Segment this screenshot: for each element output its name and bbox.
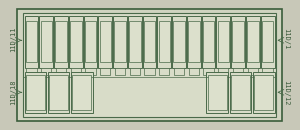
Bar (246, 16, 260, 68)
Bar (130, 68, 140, 75)
Text: 11D/1: 11D/1 (284, 28, 290, 50)
Bar (84, 16, 98, 68)
Bar (22, 13, 276, 117)
Bar (113, 16, 127, 68)
Bar (98, 16, 112, 68)
Bar (233, 68, 243, 75)
Bar (159, 68, 170, 75)
Bar (158, 16, 171, 68)
Bar (25, 72, 46, 113)
Bar (174, 68, 184, 75)
Bar (208, 75, 227, 110)
Bar (216, 16, 230, 68)
Bar (114, 21, 126, 62)
Bar (25, 16, 38, 68)
Bar (247, 21, 259, 62)
Bar (26, 75, 45, 110)
Bar (173, 21, 185, 62)
Bar (218, 21, 229, 62)
Bar (85, 21, 96, 62)
Bar (70, 21, 82, 62)
Bar (40, 21, 52, 62)
Bar (144, 68, 155, 75)
Bar (56, 68, 66, 75)
Bar (54, 16, 68, 68)
Bar (39, 16, 53, 68)
Bar (115, 68, 125, 75)
Bar (55, 21, 67, 62)
Bar (189, 68, 199, 75)
Bar (26, 21, 37, 62)
Bar (26, 68, 37, 75)
Bar (41, 68, 51, 75)
Bar (231, 16, 245, 68)
Bar (231, 75, 250, 110)
Text: 11D/11: 11D/11 (11, 26, 16, 52)
Bar (203, 68, 214, 75)
Bar (253, 72, 274, 113)
Bar (49, 75, 68, 110)
Bar (206, 72, 228, 113)
Bar (203, 21, 214, 62)
Bar (71, 72, 93, 113)
Bar (129, 21, 140, 62)
Text: 11D/12: 11D/12 (284, 80, 290, 105)
Bar (16, 9, 282, 121)
Bar (187, 16, 201, 68)
Bar (128, 16, 142, 68)
Bar (71, 68, 81, 75)
Bar (69, 16, 83, 68)
Bar (48, 72, 69, 113)
Bar (254, 75, 273, 110)
Bar (261, 16, 274, 68)
Bar (172, 16, 186, 68)
Bar (230, 72, 251, 113)
Bar (202, 16, 215, 68)
Bar (218, 68, 228, 75)
Bar (100, 21, 111, 62)
Bar (144, 21, 155, 62)
Text: 11D/18: 11D/18 (11, 80, 16, 105)
Bar (72, 75, 92, 110)
Bar (262, 21, 273, 62)
Bar (100, 68, 110, 75)
Bar (248, 68, 258, 75)
Bar (85, 68, 96, 75)
Bar (188, 21, 200, 62)
Bar (159, 21, 170, 62)
Bar (232, 21, 244, 62)
Bar (142, 16, 157, 68)
Bar (262, 68, 273, 75)
